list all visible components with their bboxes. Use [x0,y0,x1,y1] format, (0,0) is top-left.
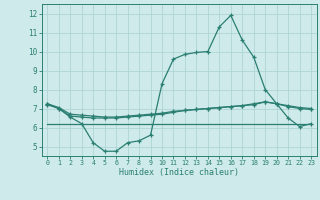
X-axis label: Humidex (Indice chaleur): Humidex (Indice chaleur) [119,168,239,177]
